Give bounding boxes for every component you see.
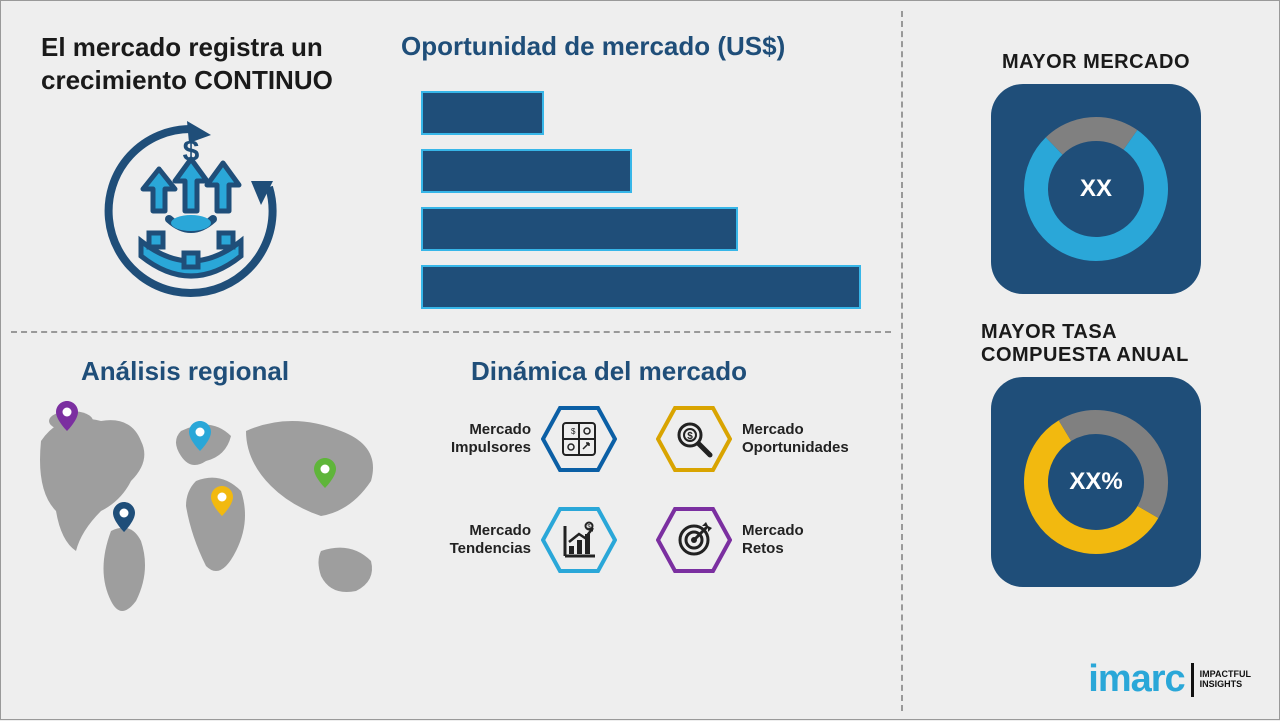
- dynamics-label: MercadoOportunidades: [742, 421, 862, 457]
- logo-main-text: imarc: [1088, 658, 1184, 701]
- dynamics-hex-icon: $: [656, 406, 732, 472]
- headline-line1: El mercado registra un: [41, 32, 323, 62]
- dynamics-item: MercadoTendencias $: [421, 507, 656, 573]
- opportunity-bar: [421, 91, 544, 135]
- opportunity-bar: [421, 265, 861, 309]
- dynamics-item: MercadoRetos: [656, 507, 891, 573]
- dynamics-hex-icon: [656, 507, 732, 573]
- horizontal-divider: [11, 331, 891, 333]
- donut1-title: MAYOR MERCADO: [971, 51, 1221, 74]
- dynamics-hex-icon: $: [541, 406, 617, 472]
- brand-logo: imarc IMPACTFUL INSIGHTS: [1088, 658, 1251, 701]
- dynamics-grid: MercadoImpulsores$MercadoOportunidades$M…: [421, 406, 891, 573]
- opportunity-title: Oportunidad de mercado (US$): [401, 31, 785, 62]
- donut-block-market: MAYOR MERCADO XX: [971, 51, 1221, 294]
- logo-sub-line2: INSIGHTS: [1200, 680, 1251, 690]
- opportunity-bar: [421, 207, 738, 251]
- dynamics-title: Dinámica del mercado: [471, 356, 747, 387]
- dynamics-label: MercadoImpulsores: [421, 421, 531, 457]
- svg-text:$: $: [687, 431, 693, 442]
- dynamics-item: MercadoImpulsores $: [421, 406, 656, 472]
- donut1-center-label: XX: [1080, 175, 1112, 203]
- svg-text:$: $: [571, 427, 576, 436]
- map-pin: [314, 458, 336, 488]
- donut-block-cagr: MAYOR TASA COMPUESTA ANUAL XX%: [971, 321, 1221, 587]
- donut2-title-line2: COMPUESTA ANUAL: [981, 344, 1189, 366]
- dynamics-label: MercadoRetos: [742, 522, 862, 558]
- main-panel: El mercado registra un crecimiento CONTI…: [1, 1, 901, 721]
- donut2-center-label: XX%: [1069, 468, 1122, 496]
- dynamics-label: MercadoTendencias: [421, 522, 531, 558]
- headline-text: El mercado registra un crecimiento CONTI…: [41, 31, 381, 96]
- map-pin: [113, 502, 135, 532]
- vertical-divider: [901, 11, 903, 711]
- opportunity-bar: [421, 149, 632, 193]
- headline-line2: crecimiento CONTINUO: [41, 65, 333, 95]
- donut2-title-line1: MAYOR TASA: [981, 321, 1117, 343]
- donut2-title: MAYOR TASA COMPUESTA ANUAL: [981, 321, 1221, 367]
- map-pin: [189, 421, 211, 451]
- opportunity-barchart: [421, 91, 881, 323]
- growth-icon: $: [91, 111, 291, 311]
- right-panel: MAYOR MERCADO XX MAYOR TASA COMPUESTA AN…: [911, 1, 1280, 721]
- dynamics-item: MercadoOportunidades $: [656, 406, 891, 472]
- regional-title: Análisis regional: [81, 356, 289, 387]
- donut2-card: XX%: [991, 377, 1201, 587]
- logo-divider: [1191, 663, 1194, 697]
- map-pin: [56, 401, 78, 431]
- map-pin: [211, 486, 233, 516]
- dynamics-hex-icon: $: [541, 507, 617, 573]
- world-map: [21, 401, 401, 631]
- logo-sub: IMPACTFUL INSIGHTS: [1200, 670, 1251, 690]
- donut1-card: XX: [991, 84, 1201, 294]
